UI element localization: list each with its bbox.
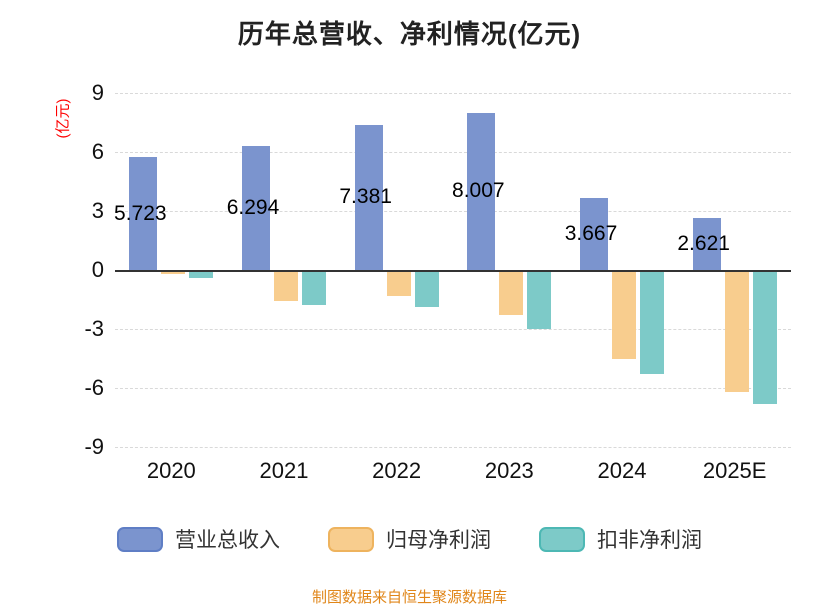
bar-series2-2022	[414, 270, 439, 308]
legend-item-series2: 扣非净利润	[539, 524, 702, 554]
gridline	[115, 388, 791, 389]
bar-value-label: 5.723	[114, 201, 167, 225]
bar-series1-2022	[386, 270, 411, 296]
bar-series1-2023	[499, 270, 524, 316]
y-axis-tick-label: -9	[84, 434, 104, 459]
plot-area: 5.723 6.294 7.381 8.007 3.667 2.621	[114, 93, 791, 448]
y-axis-tick-label: 6	[91, 139, 104, 164]
chart-title: 历年总营收、净利情况(亿元)	[237, 19, 582, 49]
x-axis-tick-label: 2021	[259, 458, 309, 483]
bar-series2-2024	[640, 270, 664, 375]
bar-series0-2022	[354, 124, 383, 270]
bar-value-label: 8.007	[452, 179, 505, 203]
gridline	[115, 211, 791, 212]
legend-item-series0: 营业总收入	[117, 524, 280, 554]
bar-series1-2025E	[724, 270, 749, 392]
zero-axis-line	[115, 270, 791, 272]
bar-series0-2025E	[692, 218, 721, 270]
x-axis-tick-label: 2024	[597, 458, 647, 483]
x-axis-tick-label: 2022	[372, 458, 422, 483]
bar-series2-2021	[302, 270, 326, 306]
chart-footer: 制图数据来自恒生聚源数据库	[311, 589, 507, 606]
bar-series2-2020	[189, 270, 214, 278]
x-axis-tick-label: 2023	[484, 458, 534, 483]
y-axis-tick-label: -3	[84, 316, 104, 341]
gridline	[115, 447, 791, 448]
gridline	[115, 329, 791, 330]
bar-series0-2023	[467, 112, 496, 270]
legend: 营业总收入 归母净利润 扣非净利润	[0, 524, 819, 554]
x-axis-tick-label: 2025E	[702, 458, 767, 483]
bar-series1-2024	[612, 270, 636, 359]
bar-series1-2021	[274, 270, 298, 302]
bar-value-label: 6.294	[226, 196, 280, 220]
y-axis-tick-label: -6	[84, 375, 104, 400]
y-axis-tick-label: 9	[91, 80, 104, 105]
bar-series0-2020	[129, 157, 158, 270]
y-axis-tick-label: 0	[91, 257, 104, 282]
legend-label: 扣非净利润	[597, 529, 702, 552]
legend-label: 营业总收入	[175, 529, 280, 552]
bar-series2-2025E	[752, 270, 777, 404]
gridline	[115, 152, 791, 153]
bar-series0-2024	[580, 197, 608, 270]
bar-value-label: 3.667	[564, 221, 618, 245]
legend-swatch-icon	[539, 526, 585, 552]
legend-swatch-icon	[117, 526, 163, 552]
bar-value-label: 7.381	[339, 185, 392, 209]
x-axis-tick-label: 2020	[146, 458, 196, 483]
y-axis-tick-label: 3	[91, 198, 104, 223]
bar-series2-2023	[527, 270, 552, 329]
gridline	[115, 93, 791, 94]
bar-value-label: 2.621	[677, 232, 730, 256]
legend-label: 归母净利润	[386, 529, 491, 552]
bar-series0-2021	[242, 146, 270, 270]
legend-swatch-icon	[328, 526, 374, 552]
legend-item-series1: 归母净利润	[328, 524, 491, 554]
